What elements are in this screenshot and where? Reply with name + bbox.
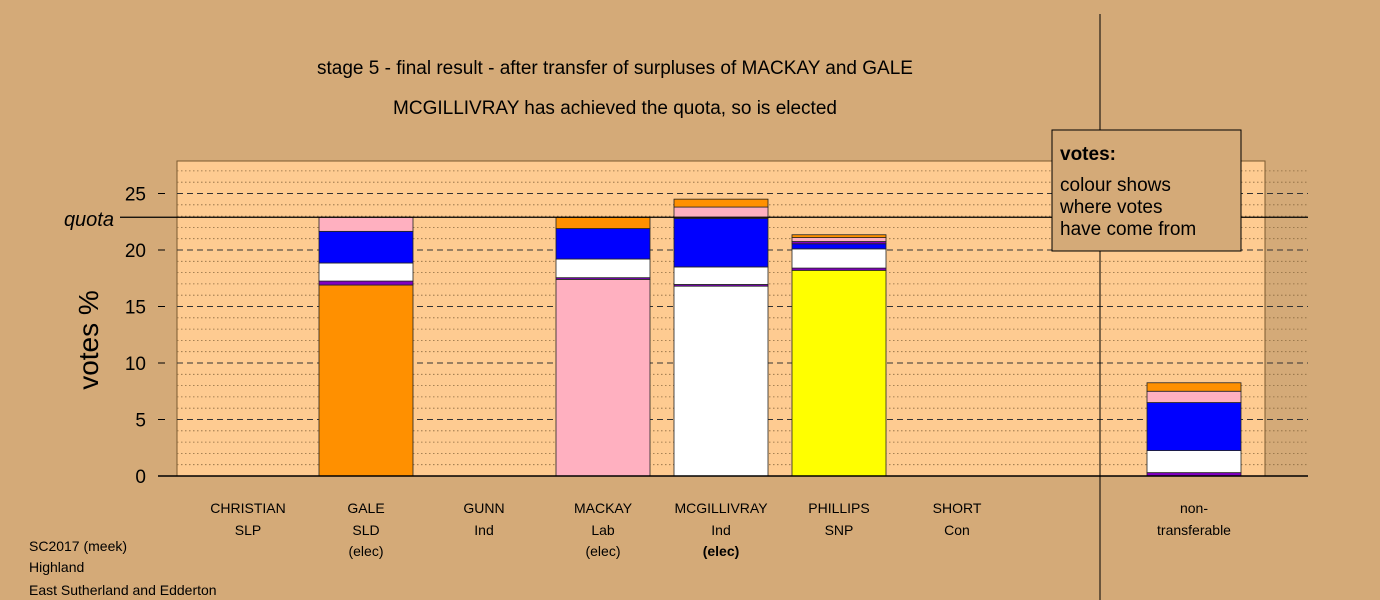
candidate-party: Ind [474, 522, 493, 538]
bar-segment [791, 243, 887, 250]
legend-line-2: where votes [1059, 197, 1162, 218]
candidate-party: SLD [352, 522, 379, 538]
candidate-party: SLP [235, 522, 261, 538]
y-tick-label: 5 [135, 411, 146, 432]
bar-segment [1146, 390, 1242, 403]
legend-line-1: colour shows [1060, 175, 1171, 196]
footer-line-3: East Sutherland and Edderton [29, 582, 217, 598]
candidate-name: GUNN [463, 500, 504, 516]
bar-segment [1146, 402, 1242, 451]
y-tick-label: 0 [135, 467, 146, 488]
bar-segment [555, 216, 651, 229]
legend-title: votes: [1060, 144, 1116, 165]
bar-segment [318, 284, 414, 477]
y-tick-label: 25 [125, 185, 146, 206]
candidate-status: (elec) [348, 543, 383, 559]
bar-segment [791, 234, 887, 238]
candidate-party: Con [944, 522, 970, 538]
bar-segment [673, 285, 769, 477]
candidate-name: MACKAY [574, 500, 633, 516]
candidate-name: MCGILLIVRAY [674, 500, 768, 516]
footer-line-1: SC2017 (meek) [29, 538, 127, 554]
legend: votes: colour shows where votes have com… [1051, 129, 1242, 252]
candidate-party: SNP [825, 522, 854, 538]
candidate-party: Ind [711, 522, 730, 538]
bar-segment [1146, 450, 1242, 474]
legend-line-3: have come from [1060, 219, 1196, 240]
candidate-labels: CHRISTIAN SLP GALE SLD (elec) GUNN Ind MACKAY La… [210, 500, 1231, 559]
bar-segment [673, 266, 769, 285]
bar-segment [318, 262, 414, 282]
candidate-name: SHORT [933, 500, 982, 516]
candidate-name: CHRISTIAN [210, 500, 285, 516]
candidate-status: (elec) [703, 543, 740, 559]
candidate-name: PHILLIPS [808, 500, 869, 516]
bar-segment [318, 280, 414, 286]
bar-segment [673, 198, 769, 208]
candidate-status: (elec) [585, 543, 620, 559]
bar-segment [791, 248, 887, 269]
bar-segment [318, 216, 414, 232]
candidate-party: transferable [1157, 522, 1231, 538]
y-axis-label: votes % [73, 290, 104, 390]
bar-segment [791, 269, 887, 477]
quota-label: quota [64, 209, 114, 231]
chart-title: stage 5 - final result - after transfer … [317, 58, 913, 79]
bar-segment [673, 217, 769, 268]
y-tick-label: 10 [125, 354, 146, 375]
bar-segment [555, 278, 651, 477]
chart-subtitle: MCGILLIVRAY has achieved the quota, so i… [393, 98, 837, 119]
y-tick-label: 20 [125, 241, 146, 262]
candidate-name: non- [1180, 500, 1208, 516]
candidate-party: Lab [591, 522, 615, 538]
candidate-name: GALE [347, 500, 384, 516]
bar-segment [318, 230, 414, 264]
bar-segment [555, 228, 651, 260]
bar-segment [1146, 382, 1242, 392]
footer-line-2: Highland [29, 559, 84, 575]
bar-segment [555, 258, 651, 279]
bars [318, 198, 1242, 477]
bar-segment [791, 237, 887, 242]
y-tick-label: 15 [125, 298, 146, 319]
legend-box [1051, 129, 1242, 252]
